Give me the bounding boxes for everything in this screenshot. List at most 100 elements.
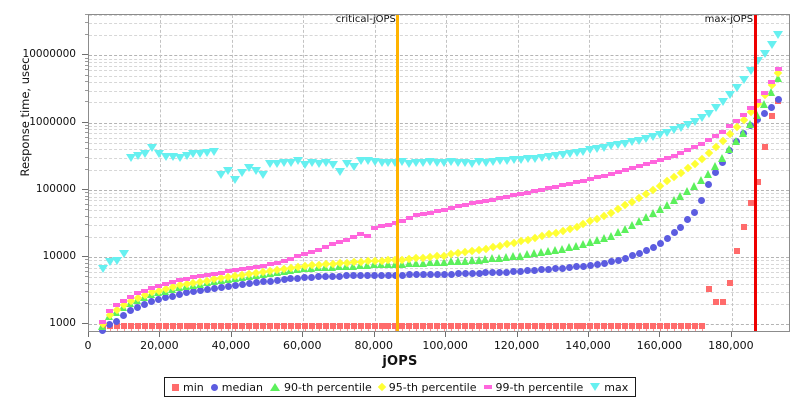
data-point-99-th-percentile <box>754 99 762 104</box>
gridline-minor-h <box>89 216 789 218</box>
y-tick-label: 100000 <box>35 182 76 195</box>
data-point-min <box>176 323 183 330</box>
legend-swatch-triangle-up-icon <box>269 383 280 391</box>
data-point-99-th-percentile <box>217 270 225 275</box>
legend-label: 99-th percentile <box>495 380 584 394</box>
data-point-99-th-percentile <box>162 281 170 286</box>
legend-item-99-th-percentile[interactable]: 99-th percentile <box>483 380 584 394</box>
data-point-90-th-percentile <box>425 258 434 267</box>
gridline-minor-h <box>89 65 789 67</box>
data-point-min <box>496 323 503 330</box>
data-point-99-th-percentile <box>586 176 594 181</box>
data-point-99-th-percentile <box>440 207 448 212</box>
gridline-minor-h <box>89 125 789 127</box>
data-point-min <box>448 323 455 330</box>
legend-item-median[interactable]: median <box>210 381 263 394</box>
data-point-min <box>552 323 559 330</box>
data-point-max <box>362 156 373 165</box>
data-point-median <box>183 289 190 297</box>
data-point-median <box>259 278 267 286</box>
data-point-90-th-percentile <box>578 240 587 249</box>
data-point-max <box>585 146 596 155</box>
data-point-90-th-percentile <box>648 209 657 218</box>
legend-item-95-th-percentile[interactable]: 95-th percentile <box>377 381 477 394</box>
data-point-max <box>522 155 533 164</box>
data-point-99-th-percentile <box>308 249 316 254</box>
data-point-median <box>336 272 344 280</box>
data-point-90-th-percentile <box>495 253 504 262</box>
data-point-median <box>245 280 253 288</box>
marker-line-max-jOPS <box>753 15 757 331</box>
gridline-major-v <box>517 15 519 331</box>
data-point-99-th-percentile <box>468 201 476 206</box>
legend-item-90-th-percentile[interactable]: 90-th percentile <box>269 381 372 394</box>
y-tick-mark <box>85 74 88 76</box>
data-point-max <box>195 149 206 158</box>
data-point-min <box>148 323 155 330</box>
data-point-max <box>613 141 624 150</box>
data-point-99-th-percentile <box>231 268 239 273</box>
data-point-99-th-percentile <box>691 145 699 150</box>
data-point-99-th-percentile <box>774 67 782 72</box>
data-point-99-th-percentile <box>726 124 734 129</box>
data-point-min <box>719 298 726 305</box>
data-point-median <box>454 270 462 278</box>
data-point-max <box>383 159 394 168</box>
data-point-max <box>474 157 484 166</box>
data-point-median <box>371 272 379 279</box>
data-point-90-th-percentile <box>530 249 539 258</box>
data-point-min <box>274 323 281 330</box>
data-point-99-th-percentile <box>106 308 114 313</box>
legend-item-min[interactable]: min <box>172 381 204 394</box>
gridline-major-v <box>160 15 162 331</box>
data-point-median <box>252 279 260 287</box>
data-point-99-th-percentile <box>740 113 748 118</box>
data-point-max <box>627 138 638 147</box>
x-tick-mark <box>516 332 518 337</box>
data-point-min <box>413 323 420 330</box>
data-point-90-th-percentile <box>718 153 727 162</box>
data-point-90-th-percentile <box>767 87 775 96</box>
data-point-max <box>376 158 387 167</box>
data-point-min <box>364 323 371 330</box>
data-point-max <box>453 158 464 167</box>
data-point-99-th-percentile <box>614 170 622 175</box>
data-point-90-th-percentile <box>523 250 532 259</box>
data-point-max <box>467 159 478 168</box>
legend-swatch-square-icon <box>172 383 179 391</box>
data-point-min <box>308 323 315 330</box>
data-point-max <box>669 126 679 135</box>
data-point-90-th-percentile <box>683 187 692 196</box>
data-point-max <box>404 159 415 168</box>
gridline-minor-h <box>89 196 789 198</box>
data-point-99-th-percentile <box>419 211 427 216</box>
data-point-min <box>225 323 232 330</box>
gridline-minor-h <box>89 129 789 131</box>
data-point-90-th-percentile <box>634 217 643 226</box>
data-point-median <box>649 243 657 251</box>
legend-item-max[interactable]: max <box>590 381 628 394</box>
data-point-max <box>104 257 115 266</box>
data-point-max <box>731 83 742 92</box>
gridline-minor-h <box>89 149 789 151</box>
data-point-max <box>299 160 310 169</box>
data-point-min <box>601 323 608 330</box>
data-point-min <box>657 323 664 330</box>
y-tick-mark <box>85 224 88 226</box>
gridline-minor-h <box>89 90 789 92</box>
data-point-median <box>642 247 650 255</box>
gridline-minor-h <box>89 137 789 139</box>
data-point-90-th-percentile <box>739 129 748 138</box>
data-point-median <box>426 271 434 279</box>
legend-swatch-triangle-down-icon <box>590 383 601 391</box>
data-point-median <box>670 229 678 237</box>
data-point-99-th-percentile <box>398 219 406 224</box>
data-point-median <box>614 256 622 264</box>
data-point-max <box>766 40 777 49</box>
data-point-99-th-percentile <box>573 180 580 185</box>
y-tick-label: 10000000 <box>22 48 76 61</box>
x-tick-label: 100,000 <box>422 339 468 352</box>
data-point-median <box>210 284 218 292</box>
data-point-min <box>629 323 636 330</box>
data-point-max <box>160 153 171 161</box>
